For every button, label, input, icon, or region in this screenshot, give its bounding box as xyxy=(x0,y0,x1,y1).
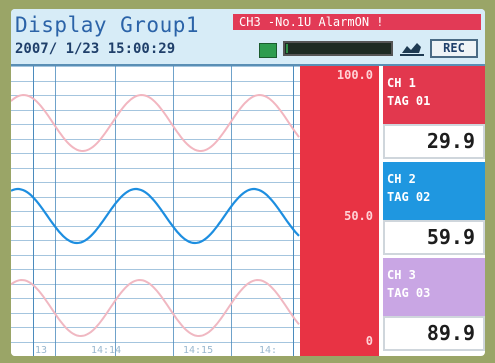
channel-tag: TAG 02 xyxy=(387,190,431,204)
scale-label-middle: 50.0 xyxy=(344,209,373,223)
trend-grid xyxy=(11,66,300,356)
recorder-pen-icon xyxy=(400,43,424,56)
channel-value: 89.9 xyxy=(383,316,485,351)
trace-ch1 xyxy=(11,93,300,153)
channel-value: 59.9 xyxy=(383,220,485,255)
trend-chart: 13 14:14 14:15 14: xyxy=(11,66,300,356)
header-bar: Display Group1 2007/ 1/23 15:00:29 CH3 -… xyxy=(11,9,485,66)
scale-bar: 100.0 50.0 0 xyxy=(300,66,379,356)
trace-ch3 xyxy=(11,278,300,338)
trace-ch2 xyxy=(11,187,300,245)
rec-button[interactable]: REC xyxy=(430,39,478,58)
channel-panel-ch2[interactable]: CH 2 TAG 02 59.9 xyxy=(383,162,485,255)
channel-tag: TAG 01 xyxy=(387,94,431,108)
scale-label-top: 100.0 xyxy=(336,68,373,82)
channel-name: CH 1 xyxy=(387,76,416,90)
time-label: 14: xyxy=(259,345,277,356)
datetime-readout: 2007/ 1/23 15:00:29 xyxy=(15,41,176,57)
channel-panel-ch3[interactable]: CH 3 TAG 03 89.9 xyxy=(383,258,485,351)
channel-name: CH 2 xyxy=(387,172,416,186)
display-group-title: Display Group1 xyxy=(15,13,200,37)
time-label: 14:14 xyxy=(91,345,121,356)
recorder-screen: Display Group1 2007/ 1/23 15:00:29 CH3 -… xyxy=(11,9,485,356)
alarm-banner: CH3 -No.1U AlarmON ! xyxy=(233,14,481,30)
status-icon xyxy=(259,43,277,58)
channel-value: 29.9 xyxy=(383,124,485,159)
memory-bar-fill xyxy=(286,44,289,53)
memory-bar xyxy=(283,41,393,56)
channel-name: CH 3 xyxy=(387,268,416,282)
scale-label-bottom: 0 xyxy=(365,334,373,348)
channel-panel-ch1[interactable]: CH 1 TAG 01 29.9 xyxy=(383,66,485,159)
time-label: 13 xyxy=(35,345,47,356)
channel-tag: TAG 03 xyxy=(387,286,431,300)
time-label: 14:15 xyxy=(183,345,213,356)
